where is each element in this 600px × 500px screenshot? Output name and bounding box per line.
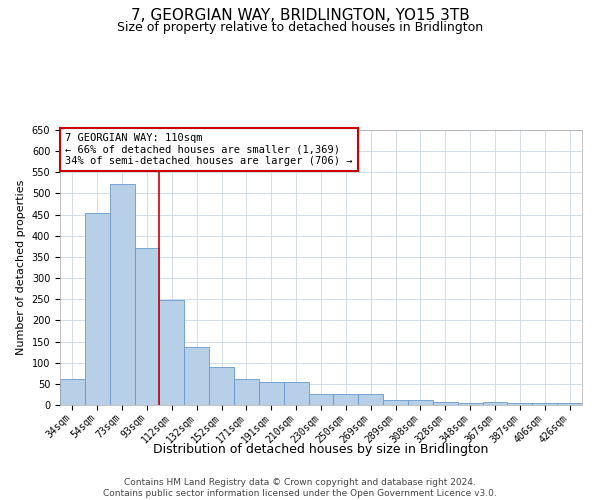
Bar xyxy=(557,404,582,405)
Bar xyxy=(209,366,234,405)
Text: Distribution of detached houses by size in Bridlington: Distribution of detached houses by size … xyxy=(154,442,488,456)
Bar xyxy=(358,394,383,405)
Bar xyxy=(408,400,433,405)
Bar xyxy=(284,382,308,405)
Bar xyxy=(160,300,184,405)
Bar xyxy=(308,394,334,405)
Bar xyxy=(60,379,85,405)
Bar xyxy=(184,346,209,405)
Text: 7 GEORGIAN WAY: 110sqm
← 66% of detached houses are smaller (1,369)
34% of semi-: 7 GEORGIAN WAY: 110sqm ← 66% of detached… xyxy=(65,132,353,166)
Bar xyxy=(482,402,508,405)
Text: Contains HM Land Registry data © Crown copyright and database right 2024.
Contai: Contains HM Land Registry data © Crown c… xyxy=(103,478,497,498)
Bar xyxy=(383,400,408,405)
Text: 7, GEORGIAN WAY, BRIDLINGTON, YO15 3TB: 7, GEORGIAN WAY, BRIDLINGTON, YO15 3TB xyxy=(131,8,469,22)
Bar xyxy=(134,248,160,405)
Bar xyxy=(334,394,358,405)
Bar xyxy=(234,379,259,405)
Text: Size of property relative to detached houses in Bridlington: Size of property relative to detached ho… xyxy=(117,21,483,34)
Bar xyxy=(508,404,532,405)
Bar xyxy=(433,402,458,405)
Bar xyxy=(458,403,482,405)
Bar xyxy=(85,212,110,405)
Bar xyxy=(110,184,134,405)
Bar xyxy=(532,404,557,405)
Bar xyxy=(259,382,284,405)
Y-axis label: Number of detached properties: Number of detached properties xyxy=(16,180,26,355)
